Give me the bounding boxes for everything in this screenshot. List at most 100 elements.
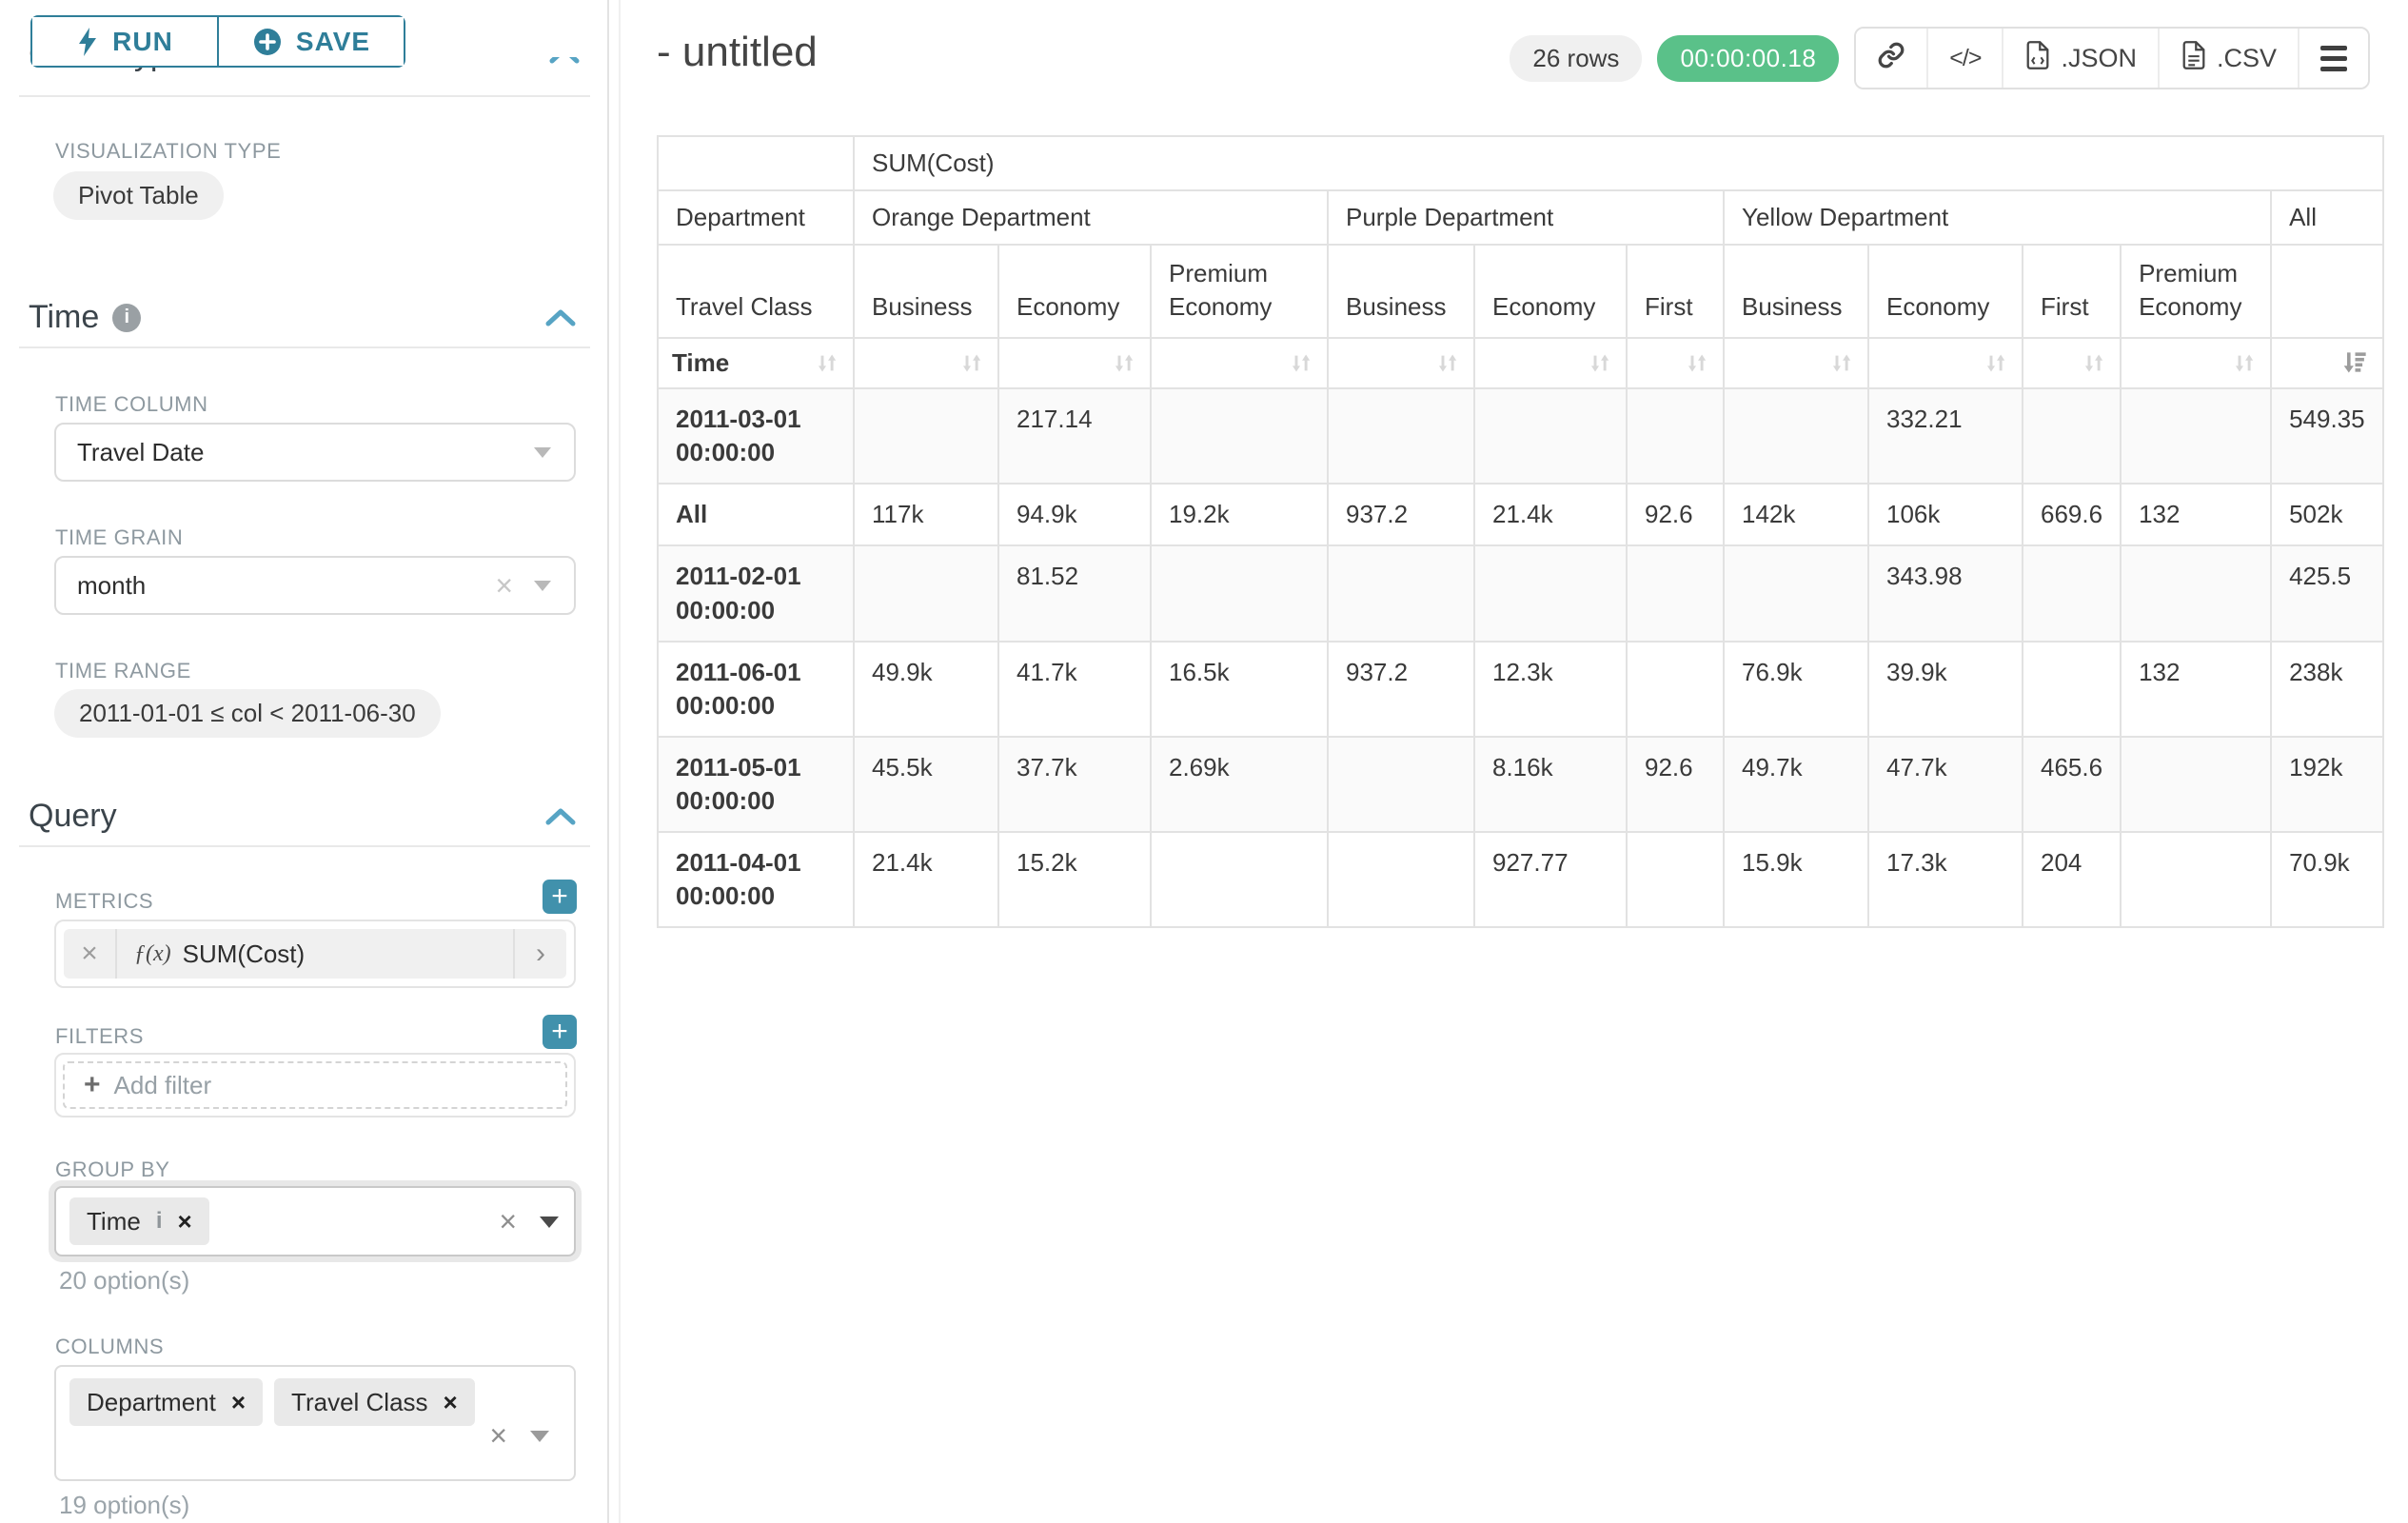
cell-value: 92.6	[1626, 735, 1725, 834]
sort-icon[interactable]	[958, 350, 984, 376]
cell-value: 16.5k	[1150, 640, 1329, 738]
cell-value: 937.2	[1327, 483, 1475, 547]
chevron-right-icon[interactable]: ›	[513, 929, 566, 979]
cell-value: 19.2k	[1150, 483, 1329, 547]
sort-header-cell[interactable]	[1626, 337, 1725, 390]
sort-icon[interactable]	[1828, 350, 1854, 376]
clear-icon[interactable]: ×	[495, 568, 513, 603]
time-range-pill[interactable]: 2011-01-01 ≤ col < 2011-06-30	[54, 689, 441, 738]
table-row: 2011-03-01 00:00:00 217.14 332.21 549.35	[657, 387, 2384, 485]
remove-tag-icon[interactable]: ×	[230, 1388, 247, 1416]
group-by-select[interactable]: Time i × ×	[54, 1186, 576, 1256]
dept-col-header: Orange Department	[853, 189, 1329, 246]
row-dimension-header[interactable]: Time	[657, 337, 855, 390]
cell-value: 49.7k	[1723, 735, 1869, 834]
add-metric-button[interactable]: +	[543, 880, 577, 914]
remove-metric-icon[interactable]: ×	[64, 929, 117, 979]
sort-icon[interactable]	[1587, 350, 1612, 376]
cell-value: 15.9k	[1723, 831, 1869, 929]
cell-value	[1327, 544, 1475, 643]
cell-value: 549.35	[2270, 387, 2384, 485]
cell-value	[2120, 544, 2273, 643]
metrics-box: × ƒ(x) SUM(Cost) ›	[54, 920, 576, 988]
export-json-button[interactable]: .JSON	[2002, 29, 2158, 88]
visualization-type-pill[interactable]: Pivot Table	[53, 171, 224, 220]
columns-tag-department[interactable]: Department ×	[69, 1378, 264, 1426]
row-label: 2011-06-01 00:00:00	[657, 640, 855, 738]
info-icon: i	[112, 303, 142, 332]
class-col-header: Business	[1327, 243, 1475, 340]
class-col-header: Economy	[997, 243, 1152, 340]
dept-col-header: Purple Department	[1327, 189, 1725, 246]
pivot-table-container: SUM(Cost) Department Orange Department Pur…	[657, 135, 2384, 929]
row-label: 2011-03-01 00:00:00	[657, 387, 855, 485]
chart-panel: - untitled 26 rows 00:00:00.18 </> .JSON	[621, 0, 2408, 1523]
columns-tag-travel-class[interactable]: Travel Class ×	[274, 1378, 475, 1426]
chevron-down-icon[interactable]	[528, 1428, 551, 1444]
sort-header-cell[interactable]	[853, 337, 999, 390]
time-column-select[interactable]: Travel Date	[54, 423, 576, 482]
save-button[interactable]: SAVE	[217, 17, 404, 66]
clear-icon[interactable]: ×	[489, 1418, 507, 1453]
time-collapse-chevron-icon[interactable]	[543, 306, 579, 330]
sort-header-cell[interactable]	[997, 337, 1152, 390]
sort-header-cell[interactable]	[2120, 337, 2273, 390]
metric-pill[interactable]: × ƒ(x) SUM(Cost) ›	[64, 929, 566, 979]
result-toolbar: 26 rows 00:00:00.18 </> .JSON .	[1510, 27, 2370, 89]
remove-tag-icon[interactable]: ×	[443, 1388, 458, 1416]
chart-type-collapse-chevron-icon[interactable]	[546, 57, 584, 69]
remove-tag-icon[interactable]: ×	[177, 1207, 192, 1236]
cell-value: 37.7k	[997, 735, 1152, 834]
sort-icon[interactable]	[1684, 350, 1709, 376]
sort-icon[interactable]	[1983, 350, 2008, 376]
sort-icon[interactable]	[1111, 350, 1136, 376]
sort-header-cell[interactable]	[1327, 337, 1475, 390]
chart-title[interactable]: - untitled	[657, 29, 818, 75]
csv-file-icon	[2181, 40, 2207, 77]
group-by-tag-time[interactable]: Time i ×	[69, 1197, 209, 1245]
sort-header-cell[interactable]	[2270, 337, 2384, 390]
cell-value	[1626, 640, 1725, 738]
sort-header-cell[interactable]	[1723, 337, 1869, 390]
sort-header-cell[interactable]	[1150, 337, 1329, 390]
cell-value: 106k	[1867, 483, 2023, 547]
columns-select[interactable]: Department × Travel Class × ×	[54, 1365, 576, 1481]
menu-button[interactable]	[2298, 29, 2368, 88]
time-grain-select[interactable]: month ×	[54, 556, 576, 615]
table-row: 2011-02-01 00:00:00 81.52 343.98 425.5	[657, 544, 2384, 643]
cell-value	[853, 387, 999, 485]
sort-header-cell[interactable]	[1473, 337, 1628, 390]
export-csv-button[interactable]: .CSV	[2157, 29, 2298, 88]
clear-icon[interactable]: ×	[499, 1204, 517, 1238]
json-file-icon	[2024, 40, 2051, 77]
cell-value	[2120, 387, 2273, 485]
sort-icon[interactable]	[814, 350, 839, 376]
add-filter-button[interactable]: +	[543, 1015, 577, 1049]
cell-value	[1327, 387, 1475, 485]
filters-box: + Add filter	[54, 1053, 576, 1118]
add-filter-dropzone[interactable]: + Add filter	[63, 1061, 567, 1109]
table-row: 2011-06-01 00:00:00 49.9k 41.7k 16.5k 937.2 1…	[657, 640, 2384, 738]
sort-icon[interactable]	[1288, 350, 1313, 376]
sort-header-cell[interactable]	[1867, 337, 2023, 390]
cell-value: 204	[2021, 831, 2122, 929]
sort-header-cell[interactable]	[2021, 337, 2122, 390]
cell-value	[1150, 387, 1329, 485]
sort-icon[interactable]	[2081, 350, 2106, 376]
time-column-label: TIME COLUMN	[55, 392, 208, 416]
cell-value	[1473, 544, 1628, 643]
query-collapse-chevron-icon[interactable]	[543, 804, 579, 829]
view-query-button[interactable]: </>	[1926, 29, 2003, 88]
sort-icon[interactable]	[1434, 350, 1460, 376]
share-link-button[interactable]	[1856, 29, 1927, 88]
cell-value: 132	[2120, 483, 2273, 547]
cell-value: 94.9k	[997, 483, 1152, 547]
chevron-down-icon[interactable]	[532, 445, 553, 460]
travel-class-axis-label: Travel Class	[657, 243, 855, 340]
run-button[interactable]: RUN	[32, 17, 217, 66]
chevron-down-icon[interactable]	[538, 1214, 561, 1230]
sort-descending-icon[interactable]	[2341, 349, 2369, 377]
sort-icon[interactable]	[2231, 350, 2257, 376]
chevron-down-icon[interactable]	[532, 578, 553, 593]
row-label: 2011-05-01 00:00:00	[657, 735, 855, 834]
